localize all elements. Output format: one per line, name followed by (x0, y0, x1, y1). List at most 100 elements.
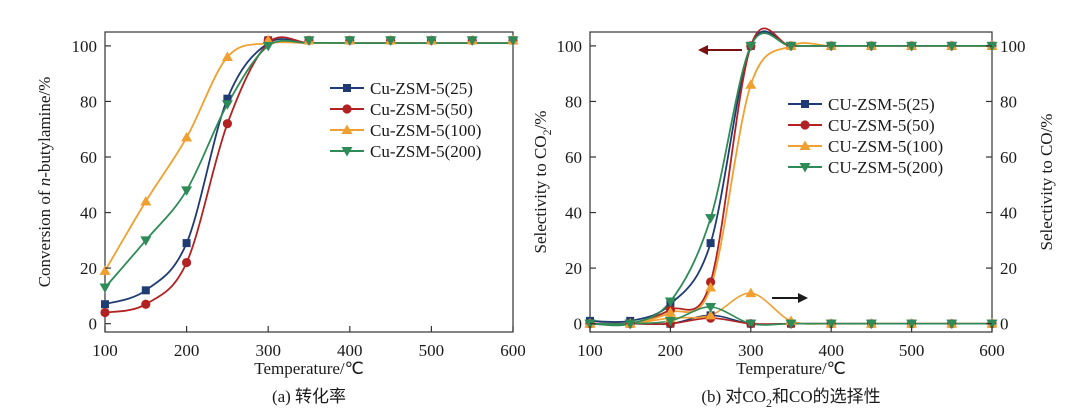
chart-panel-b: 100 200 300 400 500 600 0 20 40 60 80 100 0 20 40 60 8… (531, 27, 1056, 410)
data-point (99, 265, 111, 275)
x-tick-label: 400 (337, 341, 363, 360)
arrow-left-annotation (698, 45, 742, 55)
data-point (221, 100, 233, 110)
x-tick-label: 500 (899, 341, 925, 360)
legend-label: Cu-ZSM-5(200) (370, 142, 481, 161)
x-ticks-b: 100 200 300 400 500 600 (577, 326, 1005, 360)
y-tick-label-right: 0 (1000, 315, 1009, 334)
y-tick-label: 40 (565, 204, 582, 223)
data-point (223, 94, 232, 103)
legend-marker (801, 100, 809, 108)
data-point (344, 36, 356, 46)
y-ticks-left-b: 0 20 40 60 80 100 (557, 37, 596, 334)
data-point-co2 (705, 214, 717, 224)
arrow-right-annotation (772, 293, 808, 303)
y-tick-label: 20 (80, 259, 97, 278)
x-axis-label-b: Temperature/℃ (736, 359, 845, 378)
markers-a (99, 34, 519, 318)
data-point (141, 286, 150, 295)
legend-marker (342, 104, 352, 114)
data-point-co (865, 319, 877, 330)
y-tick-label: 100 (557, 37, 583, 56)
y-tick-label: 40 (80, 204, 97, 223)
legend-marker (343, 84, 351, 92)
data-point-co2 (825, 41, 837, 52)
x-axis-label-a: Temperature/℃ (254, 359, 363, 378)
x-ticks-a: 100 200 300 400 500 600 (92, 326, 526, 360)
data-point-co (946, 319, 958, 330)
legend-item: CU-ZSM-5(200) (788, 158, 943, 177)
y-tick-label: 80 (80, 92, 97, 111)
data-point (385, 36, 397, 46)
series-line-co2 (589, 42, 992, 326)
data-point-co2 (745, 41, 757, 52)
data-point (181, 132, 193, 142)
data-point-co (624, 319, 636, 330)
y-tick-label: 20 (565, 259, 582, 278)
legend-label: CU-ZSM-5(100) (828, 137, 943, 156)
x-tick-label: 100 (577, 341, 603, 360)
arrow-right-head (798, 293, 808, 303)
data-point-co2 (986, 41, 998, 52)
data-point-co2 (946, 41, 958, 52)
data-point-co (745, 287, 757, 298)
series-line-co2 (589, 32, 992, 327)
data-point-co2 (865, 41, 877, 52)
legend-item: CU-ZSM-5(25) (788, 95, 935, 114)
y-tick-label: 0 (574, 315, 583, 334)
x-tick-label: 600 (979, 341, 1005, 360)
x-tick-label: 600 (500, 341, 526, 360)
data-point (100, 307, 110, 318)
data-point (262, 41, 274, 52)
caption-b: (b) 对CO2和CO的选择性 (701, 387, 880, 410)
x-tick-label: 100 (92, 341, 118, 360)
y-tick-label-right: 60 (1000, 148, 1017, 167)
data-point (99, 283, 111, 294)
data-point (101, 300, 109, 309)
y-axis-label-left-b: Selectivity to CO2/% (531, 111, 554, 254)
data-point (141, 299, 151, 309)
plot-frame-a (104, 31, 514, 333)
x-tick-label: 200 (658, 341, 684, 360)
data-point-co (825, 319, 837, 330)
plot-frame-b (589, 31, 993, 333)
data-point (221, 51, 233, 61)
x-tick-label: 500 (419, 341, 445, 360)
legend-a: Cu-ZSM-5(25) Cu-ZSM-5(50) Cu-ZSM-5(100) Cu-… (330, 79, 481, 161)
data-point-co (584, 319, 596, 330)
data-point-co (745, 319, 757, 330)
data-point-co2 (706, 239, 715, 248)
legend-item: CU-ZSM-5(100) (788, 137, 943, 156)
y-axis-label-right-b: Selectivity to CO/% (1037, 114, 1056, 251)
y-tick-label: 60 (80, 148, 97, 167)
legend-item: Cu-ZSM-5(25) (330, 79, 473, 98)
legend-marker (799, 163, 811, 173)
x-tick-label: 400 (818, 341, 844, 360)
y-tick-label-right: 40 (1000, 204, 1017, 223)
legend-marker (799, 140, 811, 150)
legend-label: Cu-ZSM-5(100) (370, 121, 481, 140)
legend-b: CU-ZSM-5(25) CU-ZSM-5(50) CU-ZSM-5(100) CU-… (788, 95, 943, 177)
data-point-co (705, 309, 717, 320)
curves-a (104, 36, 513, 314)
y-ticks-right-b: 0 20 40 60 80 100 (986, 37, 1026, 334)
legend-marker (341, 147, 353, 157)
data-point-co (906, 319, 918, 330)
data-point-co2 (906, 41, 918, 52)
data-point (303, 36, 315, 46)
y-ticks-a: 0 20 40 60 80 100 (72, 37, 111, 334)
data-point-co2 (664, 307, 676, 317)
data-point-co2 (706, 277, 716, 287)
data-point (182, 239, 191, 248)
y-tick-label-right: 100 (1000, 37, 1026, 56)
x-tick-label: 300 (738, 341, 764, 360)
data-point (140, 236, 152, 246)
data-point-co (705, 303, 717, 313)
y-tick-label-right: 20 (1000, 259, 1017, 278)
y-tick-label: 60 (565, 148, 582, 167)
legend-label: CU-ZSM-5(50) (828, 116, 935, 135)
y-tick-label: 0 (89, 315, 98, 334)
data-point-co2 (745, 79, 757, 89)
x-tick-label: 300 (255, 341, 281, 360)
